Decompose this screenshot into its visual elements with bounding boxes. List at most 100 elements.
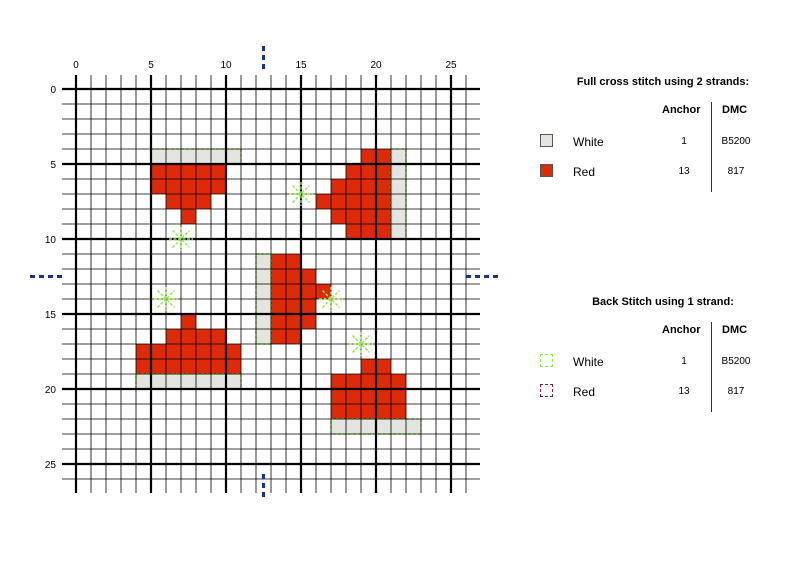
red-stitch-cell <box>271 329 286 344</box>
white-stitch-cell <box>256 269 271 284</box>
red-stitch-cell <box>166 179 181 194</box>
sparkle-stitches <box>154 182 373 356</box>
red-stitch-cell <box>376 179 391 194</box>
red-stitch-cell <box>361 209 376 224</box>
red-stitch-cell <box>181 329 196 344</box>
red-stitch-cell <box>271 299 286 314</box>
sparkle-icon <box>169 227 193 251</box>
red-stitch-cell <box>166 329 181 344</box>
red-stitch-cell <box>181 179 196 194</box>
red-stitch-cell <box>361 359 376 374</box>
red-stitch-cell <box>361 224 376 239</box>
red-stitch-cell <box>346 389 361 404</box>
red-stitch-cell <box>301 284 316 299</box>
thread-name: Red <box>573 385 596 399</box>
red-stitch-cell <box>331 404 346 419</box>
x-axis-label: 20 <box>370 60 382 71</box>
red-stitch-cell <box>346 209 361 224</box>
x-axis-label: 25 <box>445 60 457 71</box>
red-stitch-cell <box>346 404 361 419</box>
red-stitch-cell <box>301 299 316 314</box>
legend-row-red: Red 13 817 <box>538 162 788 182</box>
sparkle-icon <box>154 287 178 311</box>
anchor-header: Anchor <box>662 324 701 336</box>
red-stitch-cell <box>361 149 376 164</box>
red-stitch-cell <box>376 209 391 224</box>
red-stitch-cell <box>361 389 376 404</box>
white-stitch-cell <box>331 419 346 434</box>
red-stitch-cell <box>151 179 166 194</box>
red-stitch-cell <box>226 344 241 359</box>
red-stitch-cell <box>376 224 391 239</box>
white-stitch-cell <box>256 329 271 344</box>
white-stitch-cell <box>181 374 196 389</box>
white-stitch-cell <box>226 149 241 164</box>
red-stitch-cell <box>271 254 286 269</box>
white-stitch-cell <box>391 419 406 434</box>
red-stitch-cell <box>361 404 376 419</box>
red-stitch-cell <box>361 164 376 179</box>
dmc-number: B5200 <box>721 136 751 147</box>
red-stitch-cell <box>301 314 316 329</box>
anchor-header: Anchor <box>662 104 701 116</box>
red-stitch-cell <box>286 329 301 344</box>
x-axis-label: 0 <box>73 60 79 71</box>
red-stitch-cell <box>166 194 181 209</box>
red-stitch-cell <box>376 194 391 209</box>
red-stitch-cell <box>271 284 286 299</box>
red-stitch-cell <box>286 314 301 329</box>
red-stitch-cell <box>196 194 211 209</box>
thread-name: White <box>573 355 604 369</box>
red-stitch-cell <box>211 329 226 344</box>
legend-title: Full cross stitch using 2 strands: <box>576 76 750 88</box>
white-stitch-cell <box>256 254 271 269</box>
red-stitch-cell <box>301 269 316 284</box>
red-stitch-cell <box>286 254 301 269</box>
white-stitch-cell <box>391 224 406 239</box>
red-stitch-cell <box>196 359 211 374</box>
red-stitch-cell <box>181 344 196 359</box>
white-stitch-cell <box>151 149 166 164</box>
white-stitch-cell <box>226 374 241 389</box>
x-axis-label: 5 <box>148 60 154 71</box>
legend-row-white: White 1 B5200 <box>538 352 788 372</box>
white-stitch-cell <box>196 149 211 164</box>
red-stitch-cell <box>166 164 181 179</box>
red-stitch-cell <box>181 194 196 209</box>
white-stitch-cell <box>391 164 406 179</box>
white-stitch-cell <box>166 374 181 389</box>
red-stitch-cell <box>376 164 391 179</box>
white-stitch-cell <box>256 284 271 299</box>
white-stitch-cell <box>211 374 226 389</box>
red-stitch-cell <box>136 359 151 374</box>
x-axis-label: 15 <box>295 60 307 71</box>
red-stitch-cell <box>331 194 346 209</box>
red-stitch-cell <box>151 344 166 359</box>
red-stitch-cell <box>361 374 376 389</box>
red-stitch-cell <box>316 194 331 209</box>
red-stitch-cell <box>391 389 406 404</box>
white-stitch-cell <box>391 209 406 224</box>
anchor-number: 1 <box>681 356 687 367</box>
red-stitch-cell <box>346 374 361 389</box>
red-stitch-cell <box>211 344 226 359</box>
red-stitch-cell <box>346 194 361 209</box>
red-stitch-cell <box>181 209 196 224</box>
red-stitch-cell <box>376 359 391 374</box>
red-stitch-cell <box>271 314 286 329</box>
red-stitch-cell <box>391 404 406 419</box>
red-stitch-cell <box>196 179 211 194</box>
grid-lines <box>62 75 480 493</box>
red-swatch <box>540 164 553 177</box>
white-stitch-cell <box>211 149 226 164</box>
dmc-number: 817 <box>727 386 745 397</box>
red-stitch-cell <box>196 344 211 359</box>
white-stitch-cell <box>181 149 196 164</box>
red-stitch-cell <box>376 374 391 389</box>
red-stitch-cell <box>196 164 211 179</box>
red-stitch-cell <box>136 344 151 359</box>
thread-name: White <box>573 135 604 149</box>
white-stitch-cell <box>391 179 406 194</box>
axis-labels: 0 0 5 5 10 10 15 15 20 20 25 25 <box>45 60 457 471</box>
